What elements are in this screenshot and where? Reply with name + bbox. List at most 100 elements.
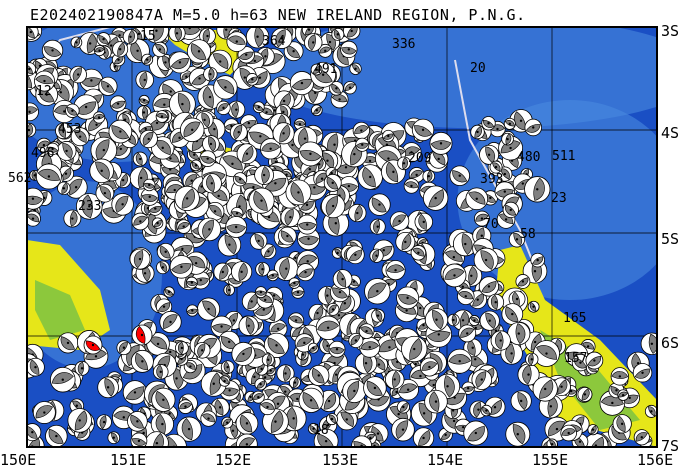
focal-mechanism [487, 293, 505, 311]
focal-mechanism [287, 312, 305, 329]
focal-mechanism [237, 46, 255, 64]
focal-mechanism [248, 187, 275, 214]
focal-mechanism [131, 212, 150, 231]
focal-mechanism [298, 387, 324, 413]
focal-mechanism [633, 429, 650, 446]
focal-mechanism [262, 408, 289, 435]
focal-mechanism [311, 104, 323, 117]
focal-mechanism [505, 421, 531, 447]
focal-mechanism [352, 121, 371, 140]
focal-mechanism [458, 324, 477, 343]
focal-mechanism [132, 151, 148, 167]
focal-mechanism [168, 51, 191, 74]
focal-mechanism [151, 136, 175, 160]
focal-mechanism [199, 150, 216, 167]
focal-mechanism [64, 175, 88, 199]
focal-mechanism [369, 248, 384, 263]
focal-mechanism [396, 400, 410, 414]
focal-mechanism [63, 209, 82, 228]
focal-mechanism [325, 413, 338, 426]
focal-mechanism [55, 122, 72, 140]
focal-mechanism [152, 41, 168, 58]
focal-mechanism [27, 122, 37, 138]
focal-mechanism [75, 193, 103, 220]
focal-mechanism [254, 286, 267, 299]
focal-mechanism [129, 248, 151, 270]
focal-mechanism [197, 217, 222, 242]
focal-mechanism [56, 141, 77, 161]
lat-label: 6S [661, 334, 680, 352]
focal-mechanism [200, 370, 227, 397]
focal-mechanism [508, 231, 526, 248]
focal-mechanism [178, 399, 193, 414]
focal-mechanism [470, 124, 485, 140]
focal-mechanism [577, 386, 593, 402]
lat-label: 3S [661, 22, 680, 40]
focal-mechanism [501, 303, 524, 325]
focal-mechanism [27, 27, 39, 40]
focal-mechanism [233, 172, 248, 187]
focal-mechanism [368, 193, 391, 216]
focal-mechanism [289, 71, 314, 96]
focal-mechanism [320, 193, 346, 219]
focal-mechanism [471, 369, 493, 390]
focal-mechanism [92, 111, 106, 124]
focal-mechanism [288, 277, 301, 289]
focal-mechanism [229, 123, 248, 142]
focal-mechanism [169, 255, 194, 279]
focal-mechanism [93, 44, 106, 57]
focal-mechanism [193, 342, 211, 359]
focal-mechanism [285, 179, 312, 206]
focal-mechanism [95, 183, 115, 203]
focal-mechanism [403, 178, 420, 194]
focal-mechanism [517, 363, 540, 386]
focal-mechanism [96, 32, 111, 47]
lon-label: 152E [215, 451, 252, 469]
focal-mechanism [644, 404, 657, 418]
focal-mechanism [278, 226, 297, 246]
focal-mechanism [429, 131, 453, 155]
focal-mechanism [442, 263, 467, 288]
focal-mechanism [205, 201, 225, 221]
focal-mechanism [69, 65, 87, 84]
focal-mechanism [27, 210, 41, 227]
focal-mechanism [452, 231, 478, 257]
focal-mechanism [261, 353, 275, 367]
focal-mechanism [139, 129, 158, 149]
focal-mechanism [449, 165, 470, 186]
focal-mechanism [507, 322, 531, 346]
focal-mechanism [151, 387, 176, 412]
lon-label: 156E [637, 451, 674, 469]
event-label: 157 [564, 351, 587, 366]
focal-mechanism [89, 158, 115, 184]
focal-mechanism [328, 340, 346, 358]
focal-mechanism [481, 116, 496, 131]
focal-mechanism [310, 63, 323, 76]
focal-mechanism [323, 173, 342, 192]
event-label: 453 [58, 122, 81, 137]
focal-mechanism [419, 357, 439, 377]
focal-mechanism [245, 27, 270, 49]
focal-mechanism [98, 76, 118, 96]
focal-mechanism [288, 376, 301, 389]
focal-mechanism [457, 287, 475, 306]
focal-mechanism [200, 410, 217, 427]
focal-mechanism [130, 432, 148, 447]
focal-mechanism [150, 412, 174, 436]
land [35, 280, 85, 340]
focal-mechanism [183, 359, 198, 374]
focal-mechanism [70, 127, 90, 147]
focal-mechanism [308, 364, 330, 387]
focal-mechanism [515, 274, 531, 289]
focal-mechanism [533, 340, 560, 367]
focal-mechanism [231, 341, 256, 366]
focal-mechanism [138, 94, 150, 106]
focal-mechanism [221, 416, 234, 429]
focal-mechanism [208, 49, 233, 74]
focal-mechanism [97, 376, 119, 399]
focal-mechanism [478, 276, 499, 297]
focal-mechanism [27, 102, 39, 122]
focal-mechanism [640, 332, 657, 355]
focal-mechanism [331, 27, 345, 41]
focal-mechanism [174, 185, 200, 212]
